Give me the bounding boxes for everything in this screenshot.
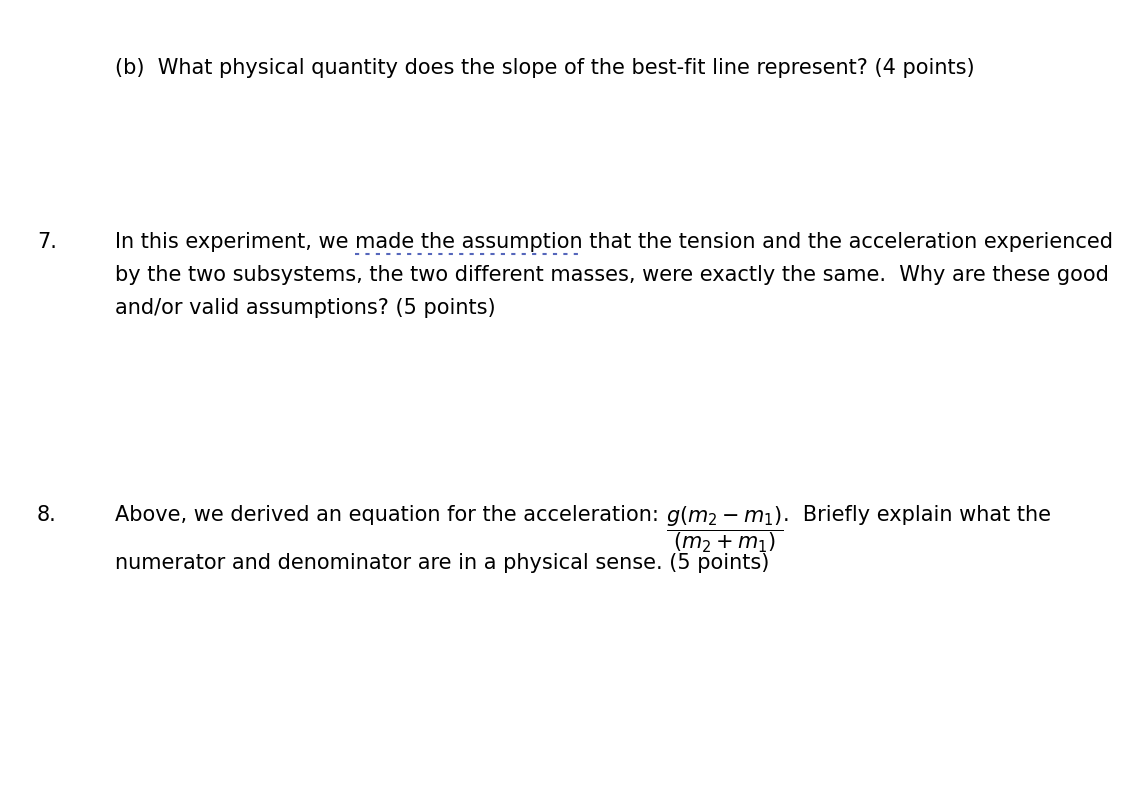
- Text: Above, we derived an equation for the acceleration:: Above, we derived an equation for the ac…: [115, 505, 666, 525]
- Text: 7.: 7.: [37, 232, 56, 252]
- Text: 8.: 8.: [37, 505, 56, 525]
- Text: .  Briefly explain what the: . Briefly explain what the: [783, 505, 1051, 525]
- Text: numerator and denominator are in a physical sense. (5 points): numerator and denominator are in a physi…: [115, 553, 769, 573]
- Text: $\dfrac{g(m_2-m_1)}{(m_2+m_1)}$: $\dfrac{g(m_2-m_1)}{(m_2+m_1)}$: [666, 505, 783, 555]
- Text: In this experiment, we made the assumption that the tension and the acceleration: In this experiment, we made the assumpti…: [115, 232, 1113, 252]
- Text: and/or valid assumptions? (5 points): and/or valid assumptions? (5 points): [115, 298, 495, 318]
- Text: by the two subsystems, the two different masses, were exactly the same.  Why are: by the two subsystems, the two different…: [115, 265, 1109, 285]
- Text: (b)  What physical quantity does the slope of the best-fit line represent? (4 po: (b) What physical quantity does the slop…: [115, 58, 975, 78]
